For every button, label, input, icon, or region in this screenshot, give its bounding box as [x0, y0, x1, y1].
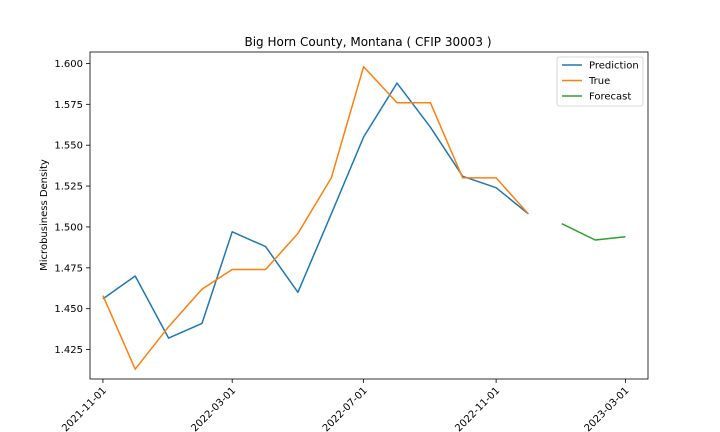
series-layer	[102, 65, 626, 370]
plot-area	[89, 51, 649, 380]
x-tick-label: 2022-11-01	[453, 385, 502, 432]
legend-label: Prediction	[589, 61, 639, 72]
plot-frame	[89, 51, 649, 380]
y-axis-label: Microbusiness Density	[39, 159, 50, 271]
series-line-prediction	[102, 82, 529, 339]
y-tick-label: 1.575	[54, 100, 83, 111]
x-tick-label: 2022-03-01	[189, 385, 238, 432]
y-axis: 1.425 1.450 1.475 1.500 1.525 1.550 1.575 1.600	[54, 59, 90, 356]
x-tick-label: 2021-11-01	[60, 385, 109, 432]
y-tick-label: 1.475	[54, 263, 83, 274]
x-tick-label: 2022-07-01	[321, 385, 370, 432]
y-tick-label: 1.425	[54, 345, 83, 356]
x-tick-label: 2023-03-01	[583, 385, 632, 432]
y-tick-label: 1.500	[54, 222, 83, 233]
y-tick-label: 1.525	[54, 182, 83, 193]
legend-box	[556, 56, 644, 107]
y-tick-label: 1.550	[54, 141, 83, 152]
series-line-true	[102, 65, 529, 370]
legend-label: True	[588, 76, 610, 87]
y-tick-label: 1.600	[54, 59, 83, 70]
legend-label: Forecast	[589, 92, 631, 103]
chart-title: Big Horn County, Montana ( CFIP 30003 )	[244, 35, 491, 49]
series-line-forecast	[561, 223, 626, 241]
legend: Prediction True Forecast	[556, 56, 644, 107]
y-tick-label: 1.450	[54, 304, 83, 315]
x-axis: 2021-11-01 2022-03-01 2022-07-01 2022-11-01…	[60, 379, 631, 432]
